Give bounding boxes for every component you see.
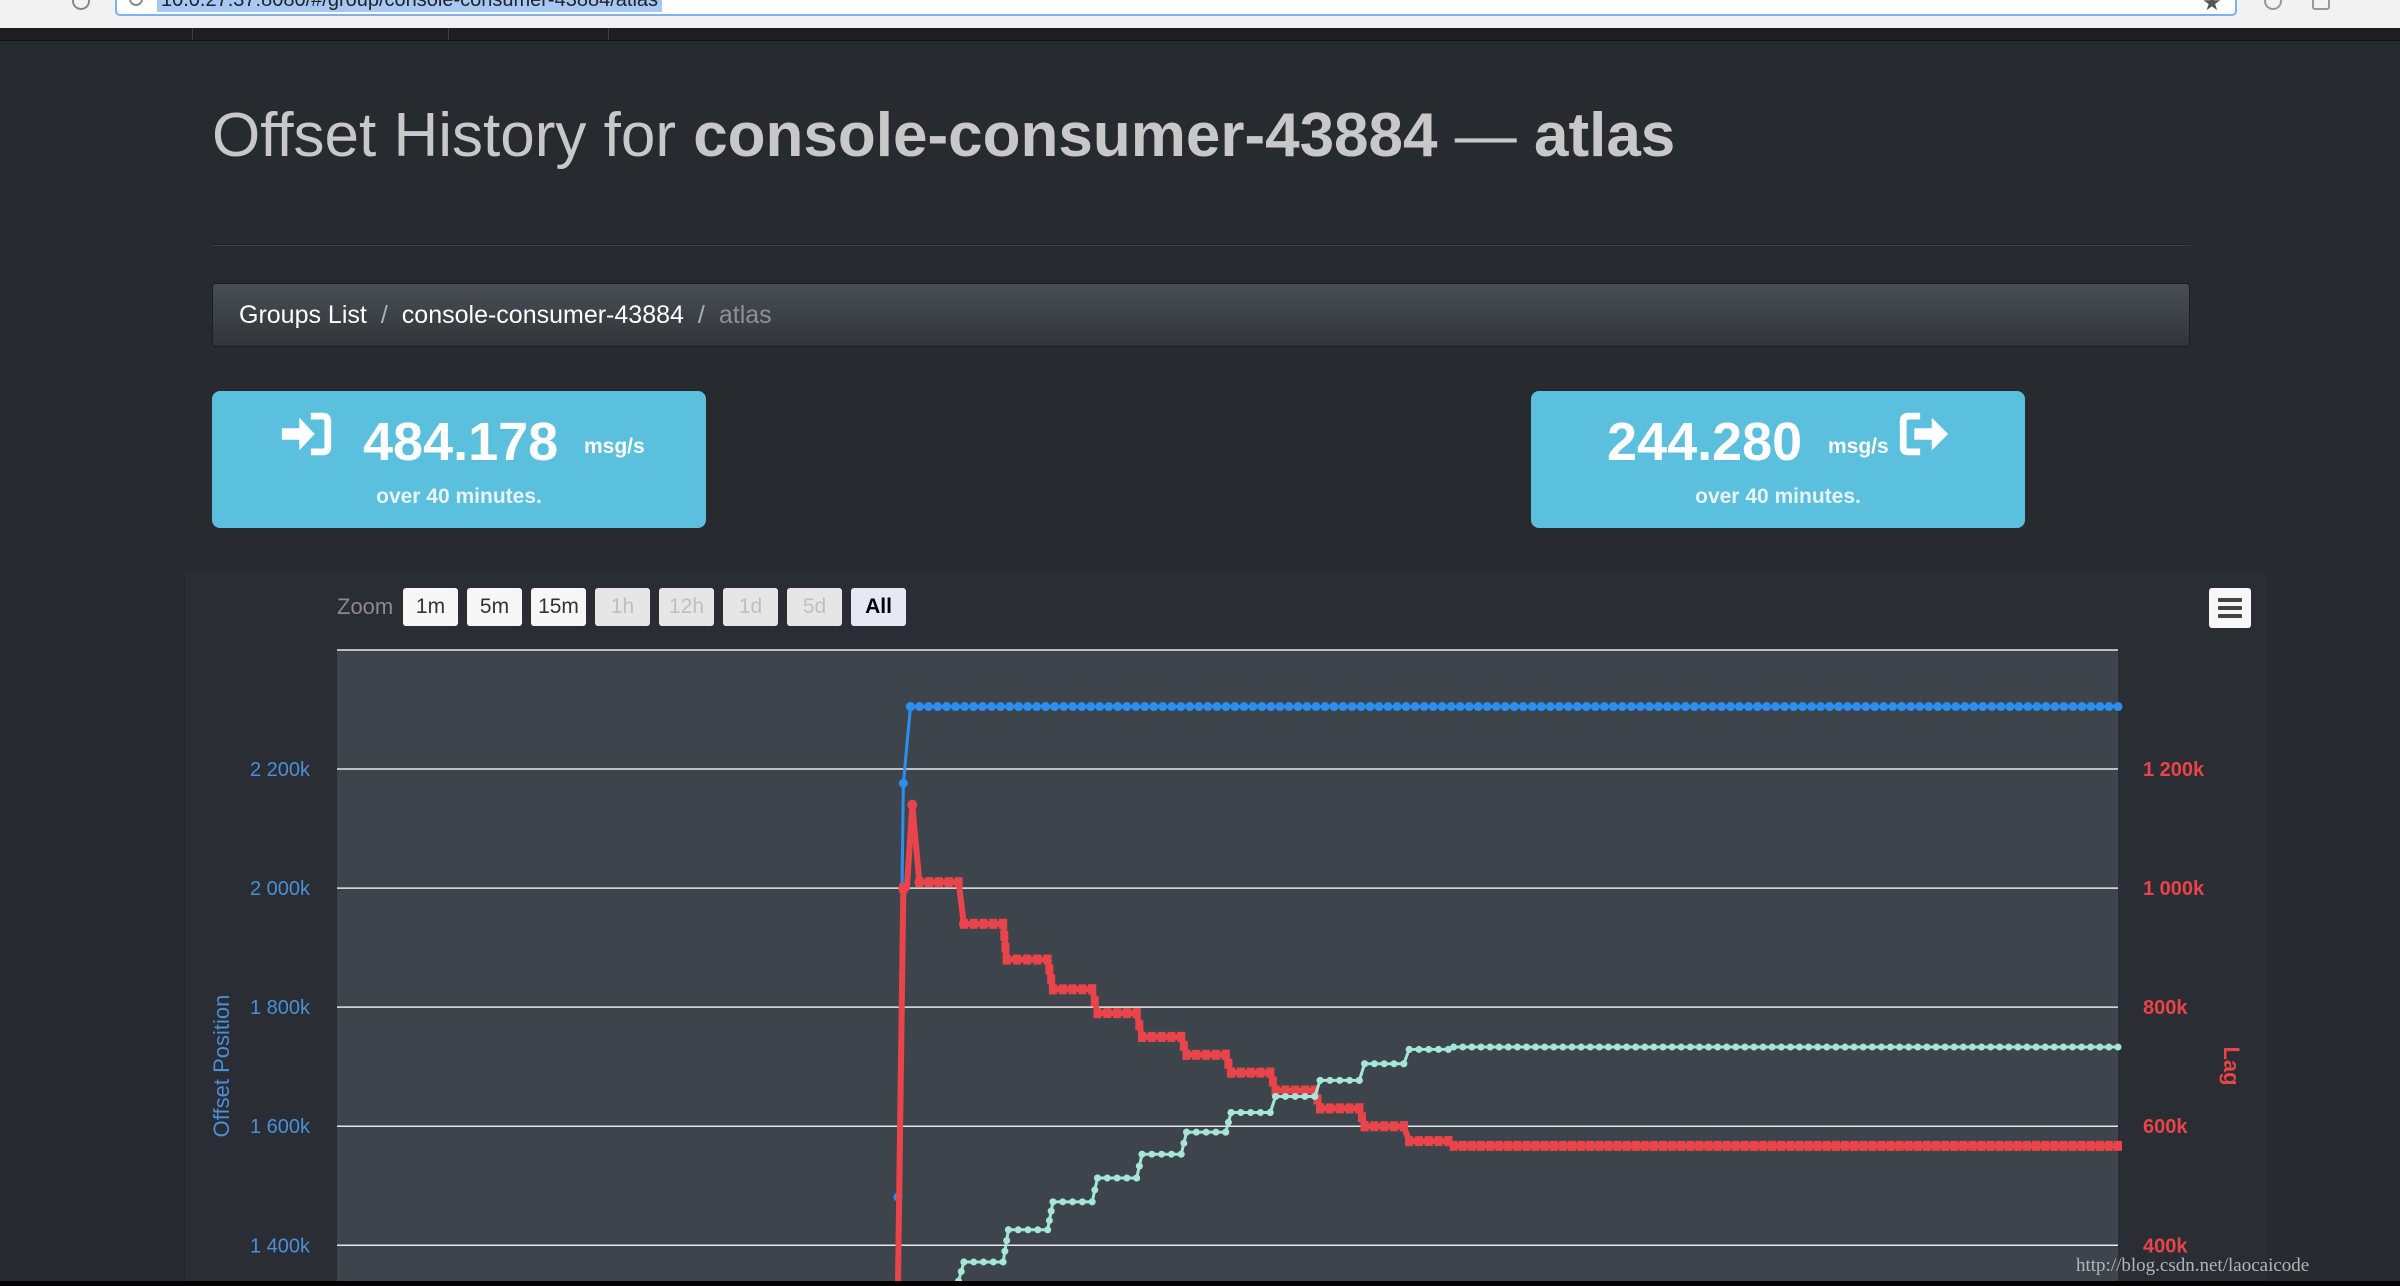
- zoom-button-1d: 1d: [723, 588, 778, 626]
- bookmark-star-icon[interactable]: ★: [2202, 0, 2222, 15]
- browser-toolbar: 10.0.27.37:8080/#/group/console-consumer…: [0, 0, 2400, 28]
- sign-out-icon: [1899, 412, 1949, 456]
- page-title-dash: —: [1437, 101, 1534, 170]
- divider: [212, 244, 2190, 246]
- extension-icon[interactable]: [2264, 0, 2282, 10]
- zoom-button-5d: 5d: [787, 588, 842, 626]
- zoom-button-all[interactable]: All: [851, 588, 906, 626]
- page-title-group: console-consumer-43884: [693, 101, 1438, 170]
- produce-rate-card: 484.178 msg/s over 40 minutes.: [212, 391, 706, 528]
- watermark: http://blog.csdn.net/laocaicode: [2076, 1255, 2310, 1276]
- produce-rate-caption: over 40 minutes.: [376, 485, 542, 508]
- breadcrumb-groups-list[interactable]: Groups List: [239, 301, 367, 329]
- extension-icon[interactable]: [2312, 0, 2330, 10]
- page-title-topic: atlas: [1533, 101, 1676, 170]
- zoom-button-5m[interactable]: 5m: [467, 588, 522, 626]
- nav-tab[interactable]: [608, 28, 829, 40]
- navbar: [0, 28, 2400, 41]
- zoom-button-12h: 12h: [659, 588, 714, 626]
- produce-rate-unit: msg/s: [584, 435, 645, 458]
- chart-menu-button[interactable]: [2209, 588, 2251, 628]
- page-title: Offset History for console-consumer-4388…: [212, 100, 1675, 171]
- page-title-prefix: Offset History for: [212, 101, 694, 170]
- breadcrumb-topic: atlas: [718, 301, 772, 329]
- breadcrumb-group[interactable]: console-consumer-43884: [401, 301, 684, 329]
- bottom-edge: [0, 1281, 2400, 1286]
- breadcrumb: Groups List / console-consumer-43884 / atlas: [212, 283, 2190, 347]
- breadcrumb-separator: /: [697, 301, 705, 329]
- nav-tab[interactable]: [192, 28, 449, 40]
- consume-rate-card: 244.280 msg/s over 40 minutes.: [1531, 391, 2025, 528]
- breadcrumb-separator: /: [380, 301, 388, 329]
- zoom-button-1m[interactable]: 1m: [403, 588, 458, 626]
- address-bar-url: 10.0.27.37:8080/#/group/console-consumer…: [157, 0, 663, 12]
- produce-rate-value: 484.178: [363, 412, 559, 472]
- consume-rate-caption: over 40 minutes.: [1695, 485, 1861, 508]
- consume-rate-unit: msg/s: [1828, 435, 1889, 458]
- zoom-button-15m[interactable]: 15m: [531, 588, 586, 626]
- offset-history-chart: [186, 572, 2266, 1286]
- nav-tab[interactable]: [448, 28, 609, 40]
- reload-icon[interactable]: [72, 0, 90, 10]
- zoom-button-1h: 1h: [595, 588, 650, 626]
- info-icon[interactable]: [129, 0, 143, 6]
- consume-rate-value: 244.280: [1607, 412, 1803, 472]
- address-bar[interactable]: 10.0.27.37:8080/#/group/console-consumer…: [115, 0, 2237, 16]
- sign-in-icon: [281, 412, 332, 456]
- zoom-label: Zoom: [337, 594, 394, 619]
